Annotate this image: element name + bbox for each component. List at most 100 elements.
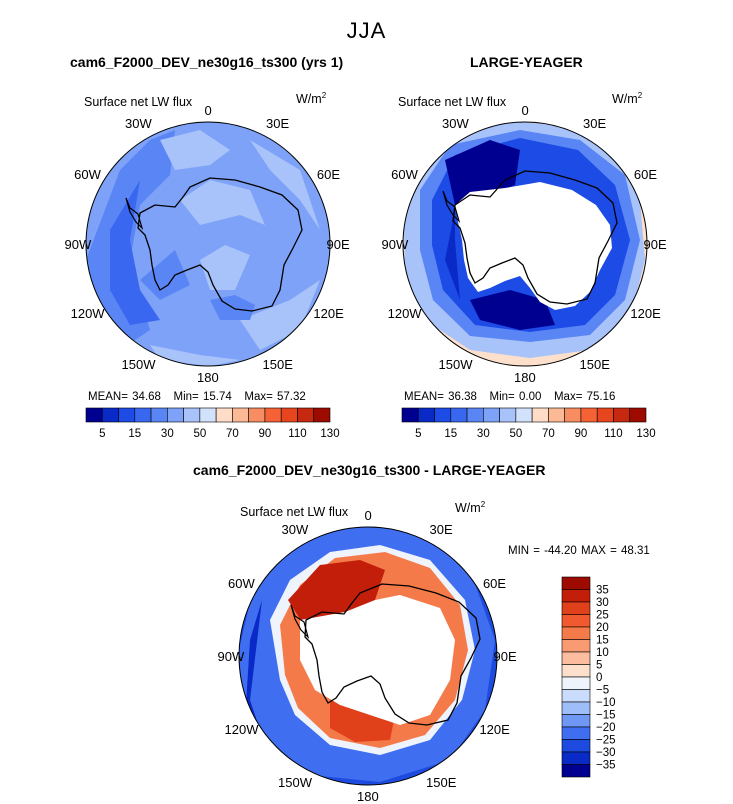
panel1-colorbar-swatch — [248, 407, 266, 423]
panel3-colorbar-swatch — [561, 676, 591, 690]
panel3-units: W/m2 — [455, 500, 486, 516]
panel2-antarctica-outline — [452, 170, 618, 305]
panel3-colorbar-tick-label: −25 — [596, 735, 616, 747]
panel3-colorbar-swatch — [561, 701, 591, 715]
panel1-lon-label: 30W — [125, 116, 152, 132]
panel1-colorbar-swatch — [150, 407, 168, 423]
panel1-lon-label: 150E — [262, 356, 293, 372]
panel2-colorbar-swatch — [548, 407, 565, 423]
panel3-lon-label: 120E — [479, 721, 510, 737]
panel1-lon-label: 90E — [326, 236, 350, 252]
panel3-colorbar-swatch — [561, 626, 591, 640]
panel1-map — [86, 122, 330, 366]
panel2-colorbar-tick-label: 110 — [604, 428, 622, 440]
panel3-variable-label: Surface net LW flux — [240, 505, 349, 519]
panel1-variable-label: Surface net LW flux — [84, 95, 193, 109]
panel1-lon-label: 120E — [313, 306, 344, 321]
panel3-range-text: MIN = -44.20 MAX = 48.31 — [508, 545, 650, 557]
panel3-colorbar-tick-label: −15 — [596, 710, 616, 722]
panel3-lon-label: 60W — [228, 575, 255, 591]
panel3-colorbar-swatch — [561, 739, 591, 753]
panel2-colorbar-swatch — [564, 407, 582, 423]
panel3-map-border — [238, 526, 498, 786]
main-title: JJA — [346, 18, 387, 43]
panel1-colorbar-swatch — [183, 407, 201, 423]
panel2-colorbar-swatch — [466, 407, 484, 423]
panel3-lon-label: 150W — [278, 774, 312, 790]
panel2-units: W/m2 — [612, 91, 643, 107]
panel1-colorbar-tick-label: 70 — [226, 428, 239, 440]
panel2-lon-label: 60E — [633, 167, 658, 182]
panel3-antarctica-outline — [304, 583, 481, 726]
panel1-colorbar-tick-label: 30 — [161, 428, 174, 440]
panel2-stats: MEAN= 36.38 Min= 0.00 Max= 75.16 — [404, 391, 616, 403]
panel2-lon-label: 180 — [514, 370, 536, 385]
panel2-colorbar-tick-label: 30 — [477, 428, 490, 440]
panel3-colorbar-swatch — [561, 589, 591, 603]
panel1-colorbar-tick-label: 110 — [288, 428, 306, 440]
panel3-colorbar-tick-label: −20 — [596, 722, 616, 734]
panel2-colorbar-tick-label: 15 — [444, 428, 457, 440]
panel3-colorbar-tick-label: −35 — [596, 760, 616, 772]
panel2-colorbar-swatch — [629, 407, 647, 423]
panel3-colorbar-swatch — [561, 639, 591, 653]
panel1-colorbar-swatch — [264, 407, 282, 423]
panel1-colorbar-tick-label: 90 — [259, 428, 272, 440]
panel1-lon-label: 150W — [121, 356, 156, 372]
panel1-colorbar-tick-label: 5 — [99, 428, 105, 440]
panel3-colorbar-tick-label: 35 — [596, 585, 609, 597]
panel3-colorbar-swatch — [561, 714, 591, 728]
panel1-colorbar-swatch — [101, 407, 119, 423]
panel3-lon-label: 30W — [281, 522, 309, 538]
panel2-map — [403, 122, 647, 366]
panel3-colorbar-swatch — [561, 726, 591, 740]
panel2-colorbar-swatch — [483, 407, 500, 423]
panel3-lon-label: 90W — [217, 648, 245, 664]
panel3-lon-label: 90E — [493, 648, 517, 664]
panel1-colorbar-swatch — [232, 407, 249, 423]
panel1-title: cam6_F2000_DEV_ne30g16_ts300 (yrs 1) — [70, 54, 344, 70]
panel3-lon-label: 0 — [364, 508, 372, 523]
colorbars: 5 15 30 50 70 90 110 130 5 15 30 50 70 90 110 130353025… — [85, 407, 656, 778]
panel2-colorbar-tick-label: 50 — [509, 428, 522, 440]
panel2-lon-label: 30E — [583, 116, 607, 132]
panel3-colorbar-swatch — [561, 764, 591, 778]
panel1-lon-label: 90W — [64, 236, 92, 252]
panel1-antarctica-outline — [137, 177, 303, 312]
panel2-lon-label: 150W — [438, 356, 473, 372]
panel3-lon-label: 150E — [426, 774, 457, 790]
panel3-lon-label: 180 — [357, 789, 379, 804]
panel1-colorbar-swatch — [280, 407, 298, 423]
panel3-colorbar-tick-label: −5 — [596, 685, 609, 697]
panel2-colorbar-swatch — [450, 407, 468, 423]
panel1-lon-label: 60W — [74, 167, 101, 182]
panel2-colorbar-swatch — [401, 407, 419, 423]
panel2-colorbar-swatch — [434, 407, 452, 423]
panel1-lon-label: 120W — [70, 306, 105, 321]
panel1-colorbar-tick-label: 130 — [320, 428, 339, 440]
panel1-peninsula-outline — [125, 197, 144, 231]
panel3-colorbar-tick-label: 20 — [596, 622, 609, 634]
panel1-colorbar-swatch — [85, 407, 103, 423]
panel1-units: W/m2 — [296, 91, 327, 107]
panel1-colorbar-swatch — [167, 407, 184, 423]
panel2-map-border — [402, 121, 648, 367]
panel3-colorbar-tick-label: 10 — [596, 647, 609, 659]
panel1-map-border — [85, 121, 331, 367]
panel2-colorbar-swatch — [515, 407, 533, 423]
panel3-colorbar-swatch — [561, 664, 591, 678]
panel3-lon-label: 30E — [429, 522, 453, 538]
panel1-colorbar-swatch — [297, 407, 315, 423]
panel2-lon-label: 90W — [381, 236, 409, 252]
panel3-lon-label: 60E — [482, 575, 507, 591]
panel2-lon-label: 90E — [643, 236, 667, 252]
panel3-colorbar-swatch — [561, 751, 591, 765]
panel3-colorbar-swatch — [561, 651, 591, 665]
panel2-title: LARGE-YEAGER — [470, 54, 583, 70]
panel2-colorbar-tick-label: 5 — [415, 428, 421, 440]
panel2-lon-label: 0 — [521, 103, 529, 118]
panel3-title: cam6_F2000_DEV_ne30g16_ts300 - LARGE-YEA… — [193, 462, 546, 478]
panel1-colorbar-swatch — [118, 407, 136, 423]
panel2-lon-label: 120W — [387, 306, 422, 321]
